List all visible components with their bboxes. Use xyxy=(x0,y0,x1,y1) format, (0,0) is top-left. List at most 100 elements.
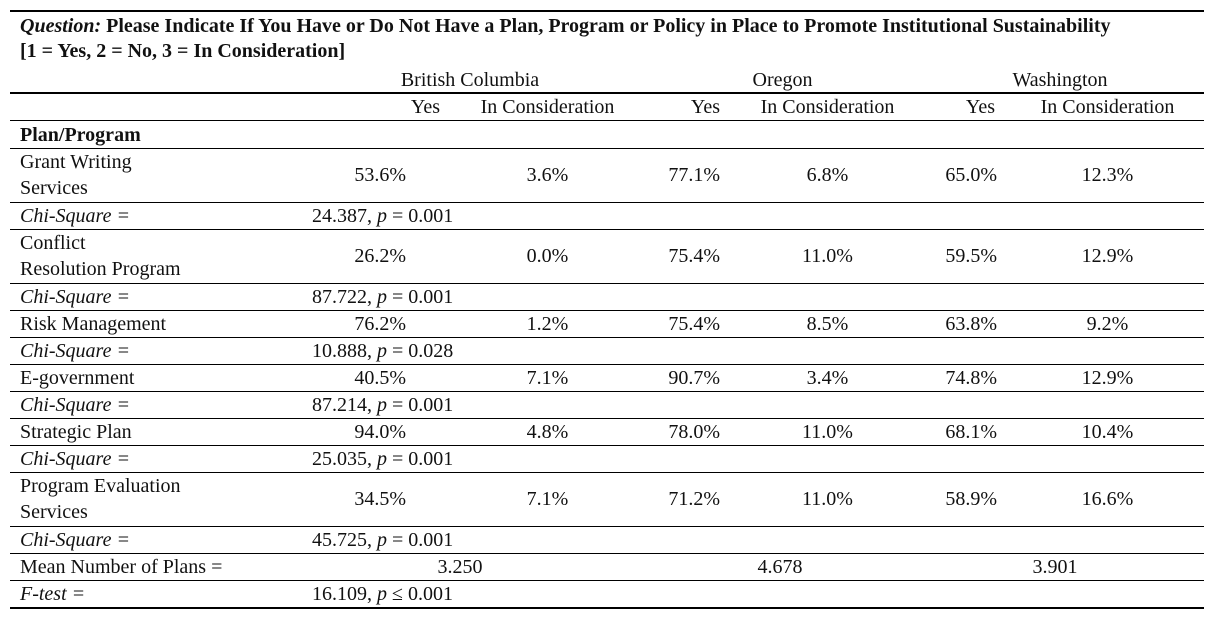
chi-square-label: Chi-Square = xyxy=(20,448,130,470)
cell-value: 71.2% xyxy=(668,488,720,510)
row-rule xyxy=(10,310,1204,311)
question-text: Please Indicate If You Have or Do Not Ha… xyxy=(101,15,1111,37)
p-value: = 0.028 xyxy=(387,340,454,362)
p-symbol: p xyxy=(377,529,387,551)
row-label: Services xyxy=(20,177,88,199)
cell-value: 90.7% xyxy=(668,367,720,389)
chi-value: 10.888, xyxy=(312,340,377,362)
cell-value: 75.4% xyxy=(668,245,720,267)
cell-value: 77.1% xyxy=(668,164,720,186)
chi-square-value: 10.888, p = 0.028 xyxy=(312,338,453,364)
f-test-label: F-test = xyxy=(20,583,86,605)
row-label: Program Evaluation xyxy=(20,475,181,497)
p-symbol: p xyxy=(377,286,387,308)
chi-square-label: Chi-Square = xyxy=(20,394,130,416)
row-label: Services xyxy=(20,501,88,523)
mean-label: Mean Number of Plans = xyxy=(20,556,223,578)
row-rule xyxy=(10,553,1204,554)
cell-value: 34.5% xyxy=(354,488,406,510)
question-scale: [1 = Yes, 2 = No, 3 = In Consideration] xyxy=(20,40,346,62)
p-symbol: p xyxy=(377,448,387,470)
cell-value: 7.1% xyxy=(526,367,569,389)
cell-value: 9.2% xyxy=(1086,313,1129,335)
cell-value: 76.2% xyxy=(354,313,406,335)
p-value: = 0.001 xyxy=(387,205,454,227)
bottom-rule xyxy=(10,607,1204,609)
cell-value: 10.4% xyxy=(1081,421,1134,443)
cell-value: 40.5% xyxy=(354,367,406,389)
region-header: Oregon xyxy=(752,69,813,91)
row-rule xyxy=(10,148,1204,149)
column-header: Yes xyxy=(965,96,995,118)
p-value: = 0.001 xyxy=(387,448,454,470)
section-label: Plan/Program xyxy=(20,124,141,146)
cell-value: 59.5% xyxy=(945,245,997,267)
region-header: Washington xyxy=(1012,69,1108,91)
cell-value: 0.0% xyxy=(526,245,569,267)
f-value: 16.109, xyxy=(312,583,377,605)
chi-value: 87.722, xyxy=(312,286,377,308)
chi-square-label: Chi-Square = xyxy=(20,529,130,551)
cell-value: 7.1% xyxy=(526,488,569,510)
chi-square-value: 24.387, p = 0.001 xyxy=(312,203,453,229)
row-rule xyxy=(10,229,1204,230)
p-value: = 0.001 xyxy=(387,529,454,551)
header-rule xyxy=(10,92,1204,94)
row-rule xyxy=(10,472,1204,473)
p-symbol: p xyxy=(377,340,387,362)
column-header: Yes xyxy=(410,96,440,118)
column-header: In Consideration xyxy=(480,96,615,118)
cell-value: 4.8% xyxy=(526,421,569,443)
chi-square-value: 45.725, p = 0.001 xyxy=(312,527,453,553)
cell-value: 68.1% xyxy=(945,421,997,443)
cell-value: 6.8% xyxy=(806,164,849,186)
row-rule xyxy=(10,445,1204,446)
p-symbol: p xyxy=(377,394,387,416)
p-symbol: p xyxy=(377,205,387,227)
cell-value: 8.5% xyxy=(806,313,849,335)
column-header: In Consideration xyxy=(1040,96,1175,118)
row-rule xyxy=(10,202,1204,203)
row-rule xyxy=(10,120,1204,121)
mean-value: 3.250 xyxy=(437,556,483,578)
question-label: Question: xyxy=(20,15,102,37)
cell-value: 94.0% xyxy=(354,421,406,443)
row-rule xyxy=(10,337,1204,338)
cell-value: 3.6% xyxy=(526,164,569,186)
chi-value: 45.725, xyxy=(312,529,377,551)
row-label: E-government xyxy=(20,367,135,389)
cell-value: 12.3% xyxy=(1081,164,1134,186)
row-rule xyxy=(10,580,1204,581)
cell-value: 11.0% xyxy=(802,421,853,443)
row-rule xyxy=(10,418,1204,419)
row-rule xyxy=(10,391,1204,392)
chi-square-value: 87.722, p = 0.001 xyxy=(312,284,453,310)
cell-value: 53.6% xyxy=(354,164,406,186)
cell-value: 78.0% xyxy=(668,421,720,443)
cell-value: 74.8% xyxy=(945,367,997,389)
chi-value: 25.035, xyxy=(312,448,377,470)
cell-value: 58.9% xyxy=(945,488,997,510)
column-header: In Consideration xyxy=(760,96,895,118)
chi-square-label: Chi-Square = xyxy=(20,205,130,227)
row-label: Risk Management xyxy=(20,313,167,335)
mean-value: 3.901 xyxy=(1032,556,1078,578)
row-label: Conflict xyxy=(20,232,86,254)
cell-value: 11.0% xyxy=(802,245,853,267)
row-label: Strategic Plan xyxy=(20,421,132,443)
mean-value: 4.678 xyxy=(757,556,803,578)
row-rule xyxy=(10,283,1204,284)
cell-value: 26.2% xyxy=(354,245,406,267)
chi-square-value: 25.035, p = 0.001 xyxy=(312,446,453,472)
p-symbol: p xyxy=(377,583,387,605)
cell-value: 75.4% xyxy=(668,313,720,335)
chi-value: 24.387, xyxy=(312,205,377,227)
chi-square-label: Chi-Square = xyxy=(20,340,130,362)
row-label: Grant Writing xyxy=(20,151,132,173)
chi-value: 87.214, xyxy=(312,394,377,416)
row-rule xyxy=(10,364,1204,365)
cell-value: 3.4% xyxy=(806,367,849,389)
p-value: ≤ 0.001 xyxy=(387,583,453,605)
chi-square-value: 87.214, p = 0.001 xyxy=(312,392,453,418)
